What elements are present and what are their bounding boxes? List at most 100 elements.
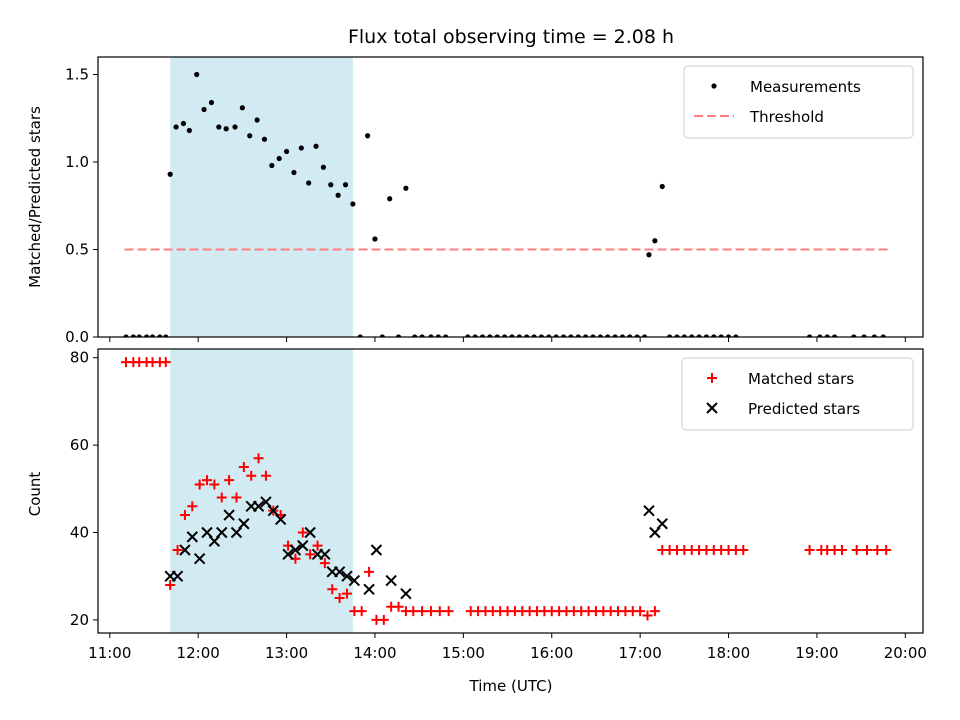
- measurement-point: [144, 334, 150, 337]
- predicted-star-point: [289, 544, 302, 556]
- measurement-point: [851, 334, 857, 337]
- y-tick-label: 1.5: [65, 66, 89, 84]
- predicted-star-point: [348, 574, 361, 587]
- chart-title: Flux total observing time = 2.08 h: [348, 26, 674, 48]
- measurement-point: [232, 124, 238, 130]
- matched-star-point: [179, 510, 190, 521]
- predicted-star-point: [171, 570, 184, 582]
- measurement-point: [612, 334, 618, 337]
- measurement-point: [291, 169, 297, 176]
- measurement-point: [674, 334, 680, 337]
- measurement-point: [597, 334, 603, 337]
- predicted-star-point: [297, 539, 309, 552]
- measurement-point: [465, 334, 471, 337]
- y-tick-label: 40: [70, 524, 89, 542]
- measurement-point: [276, 155, 282, 162]
- y-tick-label: 20: [70, 611, 89, 629]
- measurement-point: [590, 334, 596, 337]
- measurement-point: [646, 252, 652, 258]
- observing-interval-shade: [170, 349, 353, 633]
- measurement-point: [546, 334, 552, 337]
- measurement-point: [575, 334, 581, 337]
- measurement-point: [163, 334, 169, 337]
- measurement-point: [123, 334, 129, 337]
- measurement-point: [487, 334, 493, 337]
- predicted-star-point: [304, 526, 316, 539]
- y-tick-label: 80: [70, 349, 89, 367]
- measurement-point: [350, 201, 356, 207]
- measurement-point: [861, 334, 867, 337]
- measurement-point: [538, 334, 545, 337]
- measurement-point: [568, 334, 574, 337]
- measurement-point: [641, 334, 648, 337]
- x-tick-label: 20:00: [884, 644, 927, 662]
- matched-star-point: [862, 544, 873, 555]
- measurement-point: [261, 136, 268, 142]
- measurement-point: [531, 334, 537, 337]
- measurement-point: [502, 334, 508, 337]
- matched-star-point: [341, 588, 352, 599]
- x-tick-label: 12:00: [177, 644, 220, 662]
- measurement-point: [149, 334, 156, 337]
- matched-star-point: [378, 614, 389, 625]
- measurement-point: [313, 143, 319, 149]
- predicted-star-point: [282, 548, 294, 561]
- predicted-star-point: [238, 518, 250, 530]
- matched-star-point: [194, 479, 205, 490]
- measurement-point: [298, 145, 304, 151]
- x-axis-label: Time (UTC): [469, 677, 553, 695]
- measurement-point: [703, 334, 710, 337]
- matched-star-point: [417, 606, 428, 617]
- measurement-point: [824, 334, 830, 337]
- measurement-point: [494, 334, 500, 337]
- measurement-point: [435, 334, 441, 337]
- predicted-star-point: [385, 574, 397, 587]
- measurement-point: [247, 133, 253, 139]
- measurement-point: [395, 334, 402, 337]
- measurement-point: [443, 334, 449, 337]
- measurement-point: [342, 182, 349, 188]
- top-panel: 0.0 0.5 1.0 1.5 Measurements Threshold: [65, 56, 924, 346]
- matched-star-point: [408, 606, 419, 617]
- matched-star-point: [836, 544, 847, 555]
- measurement-point: [186, 127, 192, 134]
- measurement-point: [239, 105, 245, 111]
- predicted-star-point: [319, 548, 331, 561]
- top-legend: Measurements Threshold: [683, 65, 914, 139]
- measurement-point: [817, 334, 823, 337]
- measurement-point: [667, 334, 673, 337]
- bottom-axes-frame: [97, 348, 924, 634]
- x-tick-label: 19:00: [795, 644, 838, 662]
- matched-star-point: [319, 558, 330, 569]
- series-measurements: [123, 71, 886, 337]
- legend-label: Threshold: [749, 108, 824, 126]
- x-tick-label: 17:00: [619, 644, 662, 662]
- matched-star-point: [804, 544, 815, 555]
- x-tick-label: 11:00: [88, 644, 131, 662]
- measurement-point: [583, 334, 589, 337]
- legend-predicted-marker: [706, 402, 718, 414]
- measurement-point: [627, 334, 633, 337]
- matched-star-point: [172, 544, 183, 555]
- x-tick-label: 13:00: [265, 644, 308, 662]
- bottom-y-axis-label: Count: [26, 472, 44, 517]
- measurement-point: [718, 334, 724, 337]
- top-y-axis-label: Matched/Predicted stars: [26, 106, 44, 288]
- measurement-point: [372, 236, 378, 242]
- measurement-point: [806, 334, 813, 337]
- matched-star-point: [238, 461, 249, 472]
- matched-star-point: [305, 549, 316, 560]
- legend-box: [683, 65, 914, 139]
- measurement-point: [180, 120, 187, 127]
- measurement-point: [254, 117, 260, 123]
- predicted-star-point: [179, 544, 191, 556]
- measurement-point: [364, 133, 371, 139]
- measurement-point: [320, 164, 327, 170]
- matched-star-point: [425, 606, 436, 617]
- measurement-point: [733, 334, 739, 337]
- bottom-panel: 20 40 60 80 11:00 12:00 13:00 14:00 15:00 16:00 17…: [70, 348, 927, 662]
- matched-star-point: [187, 501, 198, 512]
- y-tick-label: 1.0: [65, 153, 89, 171]
- predicted-star-point: [656, 518, 668, 530]
- matched-star-point: [434, 606, 445, 617]
